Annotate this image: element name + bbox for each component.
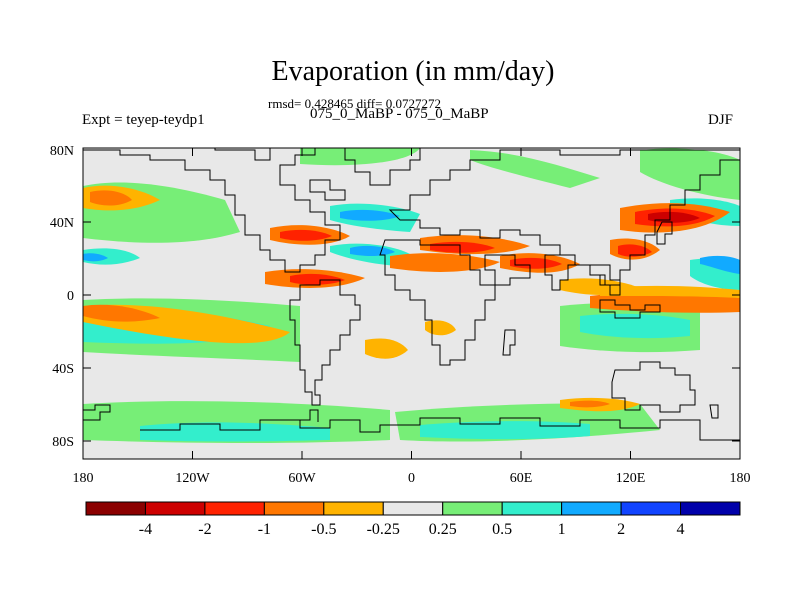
- evaporation-field: [83, 148, 740, 459]
- coast-southeast-asia: [589, 264, 621, 296]
- coast-eurasia: [388, 149, 740, 286]
- band-siberia-green: [470, 150, 600, 188]
- colorbar-label: -2: [198, 521, 211, 538]
- patch-north-africa-orange: [390, 253, 500, 272]
- coast-indonesia: [599, 299, 661, 319]
- colorbar-label: 2: [617, 521, 625, 538]
- coast-hudson-island: [309, 179, 346, 201]
- colorbar-swatch: [204, 501, 265, 516]
- colorbar-swatch: [442, 501, 503, 516]
- patch-gulfstream-red: [280, 229, 332, 241]
- patch-equatorial-pacific-yellow: [600, 285, 740, 298]
- coast-arabia: [484, 254, 531, 286]
- stats-text: rmsd= 0.428465 diff= 0.0727272: [268, 96, 441, 111]
- x-tick-label: 0: [408, 471, 415, 486]
- patch-equatorial-pacific-orange: [590, 292, 740, 313]
- patch-southern-ocean-orange: [570, 400, 610, 408]
- experiment-label: Expt = teyep-teydp1: [82, 112, 205, 128]
- y-tick-label: 80S: [52, 435, 74, 450]
- colorbar-swatch: [620, 501, 682, 516]
- y-tick-label: 40S: [52, 362, 74, 377]
- coast-africa: [379, 239, 496, 366]
- coast-greenland: [344, 148, 421, 186]
- colorbar-swatch: [85, 501, 146, 516]
- x-tick-label: 120E: [616, 471, 646, 486]
- patch-north-pacific-orange: [90, 190, 132, 206]
- coast-australia: [611, 361, 696, 413]
- patch-indian-cyan: [580, 313, 690, 339]
- colorbar-label: 4: [677, 521, 685, 538]
- season-label: DJF: [708, 112, 734, 128]
- patch-north-atlantic-lightblue: [340, 209, 400, 221]
- coast-japan: [656, 221, 673, 245]
- x-tick-label: 180: [73, 471, 94, 486]
- x-tick-label: 180: [730, 471, 751, 486]
- coast-india: [544, 254, 576, 291]
- colorbar-label: 0.5: [492, 521, 512, 538]
- colorbar-swatch: [323, 501, 384, 516]
- patch-subtropic-atlantic-lightblue: [350, 245, 395, 256]
- colorbar-swatch: [561, 501, 622, 516]
- colorbar-label: -4: [139, 521, 152, 538]
- colorbar-swatch: [382, 501, 444, 516]
- patch-pacific-lightblue: [83, 253, 108, 262]
- x-tick-label: 60E: [510, 471, 533, 486]
- x-tick-label: 120W: [175, 471, 210, 486]
- x-tick-label: 60W: [288, 471, 316, 486]
- y-axis-ticks: 80N 40N 0 40S 80S: [50, 144, 740, 450]
- colorbar-label: -0.5: [311, 521, 336, 538]
- patch-tropical-atlantic-red: [290, 273, 345, 285]
- coast-new-zealand: [709, 404, 719, 419]
- colorbar-label: -0.25: [367, 521, 400, 538]
- colorbar-swatch: [680, 501, 741, 516]
- patch-south-pacific-orange: [83, 304, 160, 322]
- patch-southern-cyan: [140, 422, 330, 442]
- patch-west-pacific-lightblue: [700, 255, 740, 274]
- coast-antarctica: [83, 404, 740, 441]
- patch-arabian-red: [510, 257, 562, 269]
- band-arctic-green: [300, 148, 420, 166]
- patch-china-sea-red: [618, 244, 652, 257]
- y-tick-label: 40N: [50, 216, 74, 231]
- coast-antarctic-peninsula: [300, 409, 319, 422]
- patch-south-africa-yellow: [425, 320, 456, 336]
- colorbar-swatch: [263, 501, 325, 516]
- coast-south-america: [289, 279, 361, 406]
- coast-north-america: [83, 148, 341, 273]
- x-axis-ticks: 180 120W 60W 0 60E 120E 180: [73, 148, 751, 486]
- y-tick-label: 0: [67, 289, 74, 304]
- colorbar-label: 0.25: [429, 521, 457, 538]
- colorbar-swatch: [144, 501, 206, 516]
- colorbar: -4 -2 -1 -0.5 -0.25 0.25 0.5 1 2 4: [85, 501, 741, 538]
- patch-south-america-yellow: [365, 338, 408, 359]
- coastlines: [83, 148, 740, 441]
- y-tick-label: 80N: [50, 144, 74, 159]
- colorbar-label: 1: [558, 521, 566, 538]
- subtitle-text: 075_0_MaBP - 075_0_MaBP: [310, 106, 489, 122]
- map-title: Evaporation (in mm/day): [271, 56, 555, 87]
- patch-south-atlantic-cyan: [420, 421, 590, 440]
- colorbar-label: -1: [258, 521, 271, 538]
- band-west-pacific-green: [640, 148, 740, 200]
- colorbar-swatch: [501, 501, 563, 516]
- coast-madagascar: [502, 329, 516, 356]
